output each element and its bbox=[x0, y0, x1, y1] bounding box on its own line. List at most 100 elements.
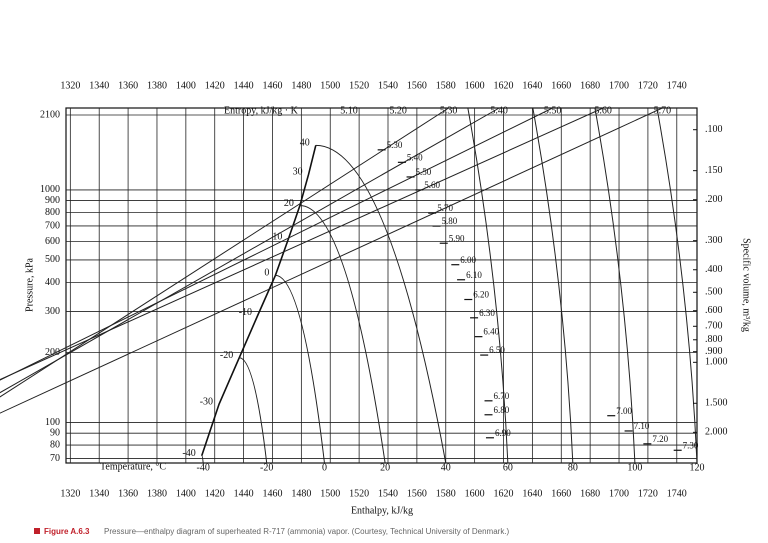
x-tick-label-top: 1640 bbox=[522, 80, 542, 91]
entropy-mark-label: 6.50 bbox=[489, 345, 505, 355]
temperature-label: Temperature, °C bbox=[100, 461, 166, 472]
isotherm bbox=[239, 357, 268, 464]
entropy-mark-label: 7.30 bbox=[683, 440, 699, 450]
x-tick-label-bottom: 1500 bbox=[320, 488, 340, 499]
saturation-temperature-label: -40 bbox=[182, 448, 195, 459]
saturation-temperature-label: -30 bbox=[200, 396, 213, 407]
x-tick-label-bottom: 1580 bbox=[436, 488, 456, 499]
x-tick-label-top: 1480 bbox=[291, 80, 311, 91]
x-tick-label-bottom: 1340 bbox=[89, 488, 109, 499]
entropy-top-label: 5.40 bbox=[490, 105, 508, 116]
x-tick-label-bottom: 1600 bbox=[465, 488, 485, 499]
temperature-bottom-label: 40 bbox=[441, 462, 451, 473]
x-tick-label-bottom: 1420 bbox=[205, 488, 225, 499]
caption: Pressure—enthalpy diagram of superheated… bbox=[104, 527, 510, 536]
entropy-top-label: 5.10 bbox=[340, 105, 358, 116]
volume-label: .200 bbox=[705, 194, 723, 205]
volume-label: .100 bbox=[705, 124, 723, 135]
volume-label: .150 bbox=[705, 165, 723, 176]
entropy-mark-label: 6.90 bbox=[495, 428, 511, 438]
entropy-top-label: 5.60 bbox=[594, 105, 612, 116]
entropy-mark-label: 5.90 bbox=[449, 233, 465, 243]
entropy-mark-label: 6.30 bbox=[479, 308, 495, 318]
entropy-top-label: 5.50 bbox=[544, 105, 562, 116]
temperature-bottom-label: -40 bbox=[197, 462, 210, 473]
isentrope bbox=[0, 107, 553, 381]
x-tick-label-top: 1520 bbox=[349, 80, 369, 91]
entropy-top-label: 5.30 bbox=[440, 105, 458, 116]
x-tick-label-top: 1740 bbox=[667, 80, 687, 91]
isentrope bbox=[0, 107, 663, 414]
temperature-bottom-label: 100 bbox=[627, 462, 642, 473]
volume-label: .700 bbox=[705, 321, 723, 332]
y-axis-label: Pressure, kPa bbox=[24, 258, 35, 312]
y-tick-label: 400 bbox=[45, 277, 60, 288]
x-tick-label-bottom: 1320 bbox=[60, 488, 80, 499]
saturation-temperature-label: 30 bbox=[293, 167, 303, 178]
y-tick-label: 800 bbox=[45, 207, 60, 218]
isotherm bbox=[299, 205, 386, 464]
x-tick-label-top: 1320 bbox=[60, 80, 80, 91]
y-tick-label: 700 bbox=[45, 220, 60, 231]
x-tick-label-bottom: 1620 bbox=[494, 488, 514, 499]
entropy-mark-label: 6.00 bbox=[460, 255, 476, 265]
x-tick-label-bottom: 1660 bbox=[551, 488, 571, 499]
x-tick-label-bottom: 1380 bbox=[147, 488, 167, 499]
y-tick-label: 500 bbox=[45, 254, 60, 265]
isotherm bbox=[594, 107, 636, 464]
isentrope bbox=[0, 107, 604, 381]
entropy-mark-label: 6.10 bbox=[466, 270, 482, 280]
temperature-bottom-label: 60 bbox=[503, 462, 513, 473]
x-tick-label-top: 1600 bbox=[465, 80, 485, 91]
entropy-mark-label: 5.30 bbox=[387, 140, 403, 150]
entropy-mark-label: 5.40 bbox=[407, 152, 423, 162]
x-tick-label-top: 1540 bbox=[378, 80, 398, 91]
caption-marker bbox=[34, 528, 40, 534]
entropy-mark-label: 7.00 bbox=[616, 406, 632, 416]
volume-label: .500 bbox=[705, 287, 723, 298]
entropy-mark-label: 5.70 bbox=[437, 203, 453, 213]
x-tick-label-bottom: 1440 bbox=[234, 488, 254, 499]
x-tick-label-top: 1440 bbox=[234, 80, 254, 91]
isotherm bbox=[532, 107, 574, 464]
y-tick-label: 600 bbox=[45, 236, 60, 247]
x-tick-label-bottom: 1400 bbox=[176, 488, 196, 499]
x-tick-label-top: 1700 bbox=[609, 80, 629, 91]
volume-label: .800 bbox=[705, 334, 723, 345]
y-tick-label: 70 bbox=[50, 453, 60, 464]
isotherm bbox=[656, 107, 698, 464]
entropy-mark-label: 5.60 bbox=[424, 180, 440, 190]
isotherm bbox=[275, 274, 325, 464]
entropy-mark-label: 7.20 bbox=[652, 434, 668, 444]
x-tick-label-bottom: 1740 bbox=[667, 488, 687, 499]
volume-label: .900 bbox=[705, 346, 723, 357]
saturation-temperature-label: -10 bbox=[239, 307, 252, 318]
y-tick-label: 900 bbox=[45, 195, 60, 206]
entropy-mark-label: 6.20 bbox=[473, 290, 489, 300]
isotherm bbox=[315, 144, 447, 464]
temperature-bottom-label: 120 bbox=[690, 462, 705, 473]
x-tick-label-bottom: 1460 bbox=[262, 488, 282, 499]
x-tick-label-top: 1500 bbox=[320, 80, 340, 91]
y-tick-label: 2100 bbox=[40, 109, 60, 120]
x-tick-label-top: 1680 bbox=[580, 80, 600, 91]
saturation-temperature-label: 40 bbox=[300, 138, 310, 149]
caption-label: Figure A.6.3 bbox=[44, 527, 90, 536]
entropy-top-label: 5.20 bbox=[389, 105, 407, 116]
entropy-mark-label: 7.10 bbox=[634, 421, 650, 431]
y-tick-label: 90 bbox=[50, 427, 60, 438]
entropy-mark-label: 6.80 bbox=[494, 405, 510, 415]
y-tick-label: 300 bbox=[45, 306, 60, 317]
temperature-bottom-label: -20 bbox=[260, 462, 273, 473]
isotherm bbox=[201, 455, 204, 464]
x-tick-label-top: 1560 bbox=[407, 80, 427, 91]
y-tick-label: 200 bbox=[45, 347, 60, 358]
temperature-bottom-label: 80 bbox=[568, 462, 578, 473]
x-tick-label-top: 1380 bbox=[147, 80, 167, 91]
entropy-mark-label: 5.50 bbox=[416, 167, 432, 177]
x-tick-label-bottom: 1360 bbox=[118, 488, 138, 499]
x-tick-label-top: 1620 bbox=[494, 80, 514, 91]
volume-label: .300 bbox=[705, 235, 723, 246]
x-tick-label-top: 1580 bbox=[436, 80, 456, 91]
